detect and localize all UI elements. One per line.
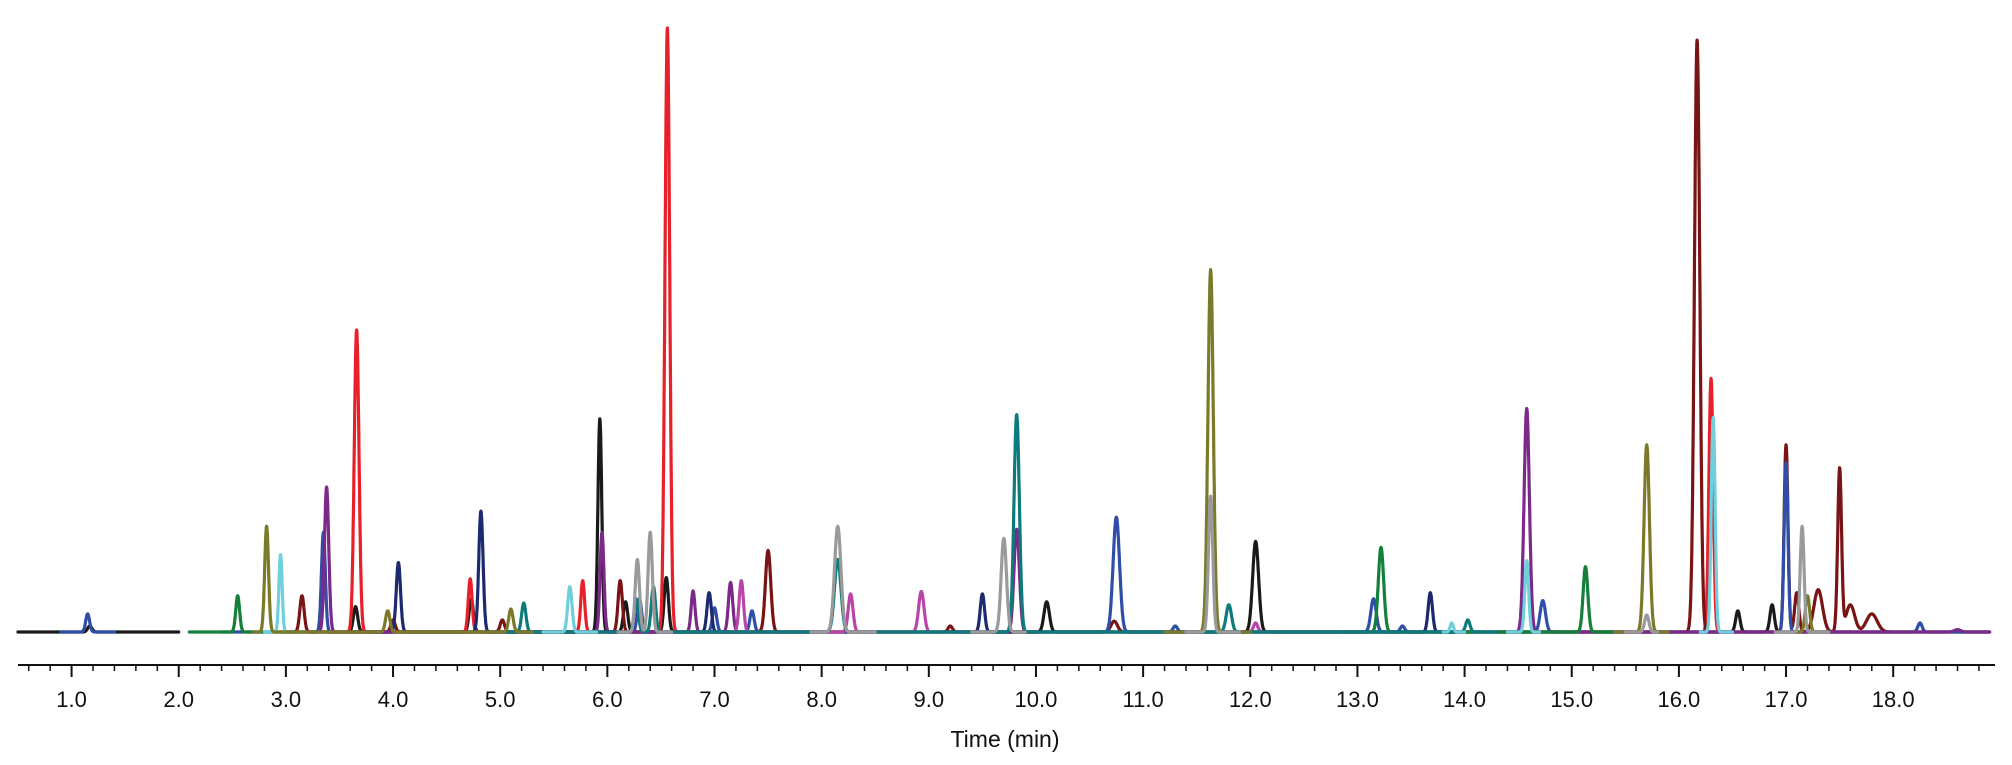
chromatogram-trace-4 [220,461,1992,634]
chromatogram-trace-6 [1495,406,1992,634]
x-tick-label: 17.0 [1765,687,1808,712]
x-tick-label: 12.0 [1229,687,1272,712]
chromatogram-trace-12 [1623,613,1660,634]
x-tick-label: 16.0 [1657,687,1700,712]
chromatogram-trace-12 [1184,494,1242,634]
chromatogram-trace-2 [327,26,781,634]
chromatogram-trace-8 [1345,545,1617,634]
x-tick-label: 4.0 [378,687,409,712]
x-tick-label: 3.0 [271,687,302,712]
x-tick-label: 7.0 [699,687,730,712]
chromatogram-traces [16,26,1992,634]
x-tick-label: 15.0 [1550,687,1593,712]
chromatogram-trace-10 [1698,416,1735,634]
x-tick-label: 18.0 [1872,687,1915,712]
x-axis-ticks: 1.0 2.0 3.0 4.0 5.0 6.0 7.0 8.0 9.0 10.0 11.0 12.0 1… [27,665,1980,712]
x-tick-label: 8.0 [806,687,837,712]
x-tick-label: 2.0 [163,687,194,712]
chromatogram-trace-10 [541,585,599,634]
x-tick-label: 9.0 [914,687,945,712]
chromatogram-trace-12 [970,536,1027,634]
chromatogram-trace-1 [284,417,1992,634]
x-tick-label: 14.0 [1443,687,1486,712]
chromatogram-trace-10 [1505,559,1542,634]
x-tick-label: 6.0 [592,687,623,712]
chromatogram-trace-11 [1613,443,1670,634]
chromatogram-trace-12 [616,530,674,634]
chromatogram-trace-10 [1441,621,1467,634]
chromatogram-trace-12 [809,524,877,634]
chromatogram-trace-4 [59,612,116,634]
x-axis-title: Time (min) [950,726,1059,752]
x-tick-label: 5.0 [485,687,516,712]
chromatogram-trace-3 [284,38,1895,634]
x-tick-label: 13.0 [1336,687,1379,712]
chromatogram-trace-11 [252,524,534,634]
x-tick-label: 10.0 [1015,687,1058,712]
x-tick-label: 1.0 [56,687,87,712]
chromatogram-trace-12 [1773,524,1831,634]
x-tick-label: 11.0 [1123,687,1164,712]
